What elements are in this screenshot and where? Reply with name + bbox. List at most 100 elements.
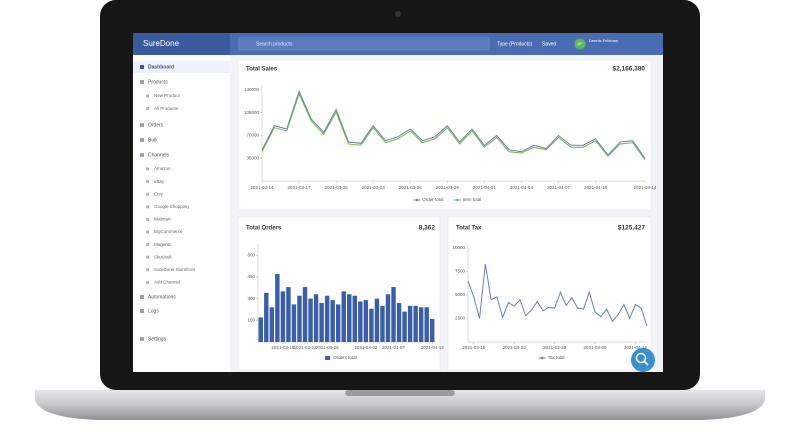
avatar[interactable] [574,38,586,50]
nav-subitem[interactable]: BigCommerce [154,229,183,234]
legend-label: Orders total [333,355,357,360]
bar [330,300,335,342]
x-tick-label: 2021-03-14 [250,185,274,190]
x-tick-label: 2021-03-18 [271,345,295,350]
nav-item[interactable]: Bulk [148,137,158,143]
bar [313,294,319,342]
nav-item[interactable]: Dashboard [148,64,174,70]
x-tick-label: 2021-03-22 [503,345,527,350]
search-placeholder: Search products [256,41,293,47]
bar [302,287,308,342]
nav-icon [146,180,149,184]
nav-icon [140,337,144,341]
x-tick-label: 2021-03-17 [288,185,312,190]
bar [363,300,369,342]
bar [258,317,263,342]
bar [391,287,396,342]
y-tick-label: 450 [247,274,255,279]
nav-icon [140,153,144,157]
x-tick-label: 2021-03-29 [436,185,460,190]
card-total: $125,427 [618,225,645,232]
nav-item[interactable]: Channels [148,152,170,158]
nav-icon [146,255,149,259]
bar [374,298,380,342]
nav-icon [146,107,149,111]
bar [369,308,374,342]
nav-item[interactable]: Logs [148,308,159,314]
x-tick-label: 2021-04-05 [584,345,608,350]
nav-icon [146,94,149,98]
nav-icon [140,80,144,84]
y-tick-label: 7500 [455,269,466,274]
x-tick-label: 2021-04-07 [382,345,406,350]
nav-icon [146,205,149,209]
card [237,59,652,211]
legend-label: Item total [463,197,482,202]
bar [319,302,324,342]
search-button[interactable] [631,348,655,372]
nav-item[interactable]: Orders [148,122,164,128]
bar [341,291,346,342]
nav-subitem[interactable]: SkuVault [154,254,172,259]
legend-label: Order total [422,197,443,202]
search-box[interactable] [238,37,490,51]
bar [402,311,407,342]
y-tick-label: 600 [247,252,255,257]
nav-icon [140,309,144,313]
nav-subitem[interactable]: Amazon [154,166,171,171]
nav-item[interactable]: Products [148,79,168,85]
card-title: Total Orders [246,226,282,232]
x-tick-label: 2021-03-26 [399,185,423,190]
nav-icon [140,65,144,69]
nav-item[interactable]: Settings [148,336,167,342]
nav-subitem[interactable]: Google Shopping [154,204,189,209]
nav-subitem[interactable]: Magento [154,242,172,247]
y-tick-label: 150 [247,317,255,322]
bar [335,304,341,342]
nav-subitem[interactable]: New Product [154,93,181,98]
camera [395,11,401,17]
nav-subitem[interactable]: SureDone Storefront [154,267,196,272]
bar [269,307,275,342]
card [237,216,441,371]
legend-label: Tax total [548,355,565,360]
x-tick-label: 2021-04-04 [510,185,534,190]
bar [430,318,435,342]
x-tick-label: 2021-04-14 [421,345,445,350]
logo-area [133,33,230,55]
avatar-initials: DF [577,41,583,46]
bar [380,305,385,342]
nav-item[interactable]: Automations [148,294,176,300]
nav-subitem[interactable]: Walmart [154,217,171,222]
laptop-notch [345,390,455,396]
bar [275,274,280,342]
line [261,89,646,159]
bar [280,291,286,342]
nav-subitem[interactable]: Etsy [154,191,164,196]
y-tick-label: 70000 [246,133,259,138]
legend-swatch [415,198,418,202]
type-filter[interactable]: Type (Products) [497,41,533,47]
x-tick-label: 2021-03-26 [316,345,340,350]
nav-subitem[interactable]: Add Channel [154,280,180,285]
sidebar [133,55,230,372]
legend-swatch [541,356,544,360]
nav-icon [146,268,149,272]
x-tick-label: 2021-03-23 [362,185,386,190]
nav-subitem[interactable]: All Products [154,106,179,111]
logo: SureDone [143,39,180,48]
nav-subitem[interactable]: eBay [154,179,165,184]
y-tick-label: 300 [247,296,255,301]
card-title: Total Tax [456,226,482,232]
y-tick-label: 35000 [246,155,259,160]
legend-swatch [325,356,331,360]
card-total: 8,362 [419,225,436,232]
x-tick-label: 2021-04-02 [354,345,378,350]
nav-icon [146,167,149,171]
saved-menu[interactable]: Saved [542,41,556,47]
laptop-base [35,390,765,420]
x-tick-label: 2021-03-20 [325,185,349,190]
x-tick-label: 2021-04-12 [624,345,648,350]
nav-icon [140,295,144,299]
